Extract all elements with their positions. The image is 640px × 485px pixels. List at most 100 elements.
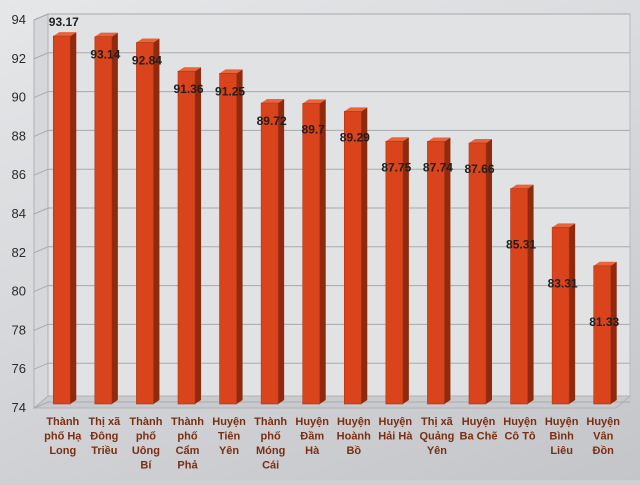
- x-tick-label: Cái: [262, 460, 279, 472]
- x-tick-label: phố: [177, 431, 197, 443]
- data-label: 91.36: [173, 82, 203, 96]
- x-tick-label: Quảng: [420, 431, 455, 443]
- data-label: 91.25: [215, 84, 245, 98]
- bar-top: [552, 223, 576, 228]
- x-tick-label: Huyện: [586, 416, 620, 428]
- bar-top: [53, 32, 77, 37]
- bar: [260, 102, 279, 405]
- bar-side: [444, 137, 451, 404]
- bar-top: [94, 32, 118, 37]
- data-label: 85.31: [506, 238, 536, 252]
- x-tick-label: Huyện: [545, 416, 579, 428]
- data-label: 83.31: [548, 276, 578, 290]
- data-label: 93.14: [90, 48, 120, 62]
- x-tick-label: Ba Chẽ: [460, 431, 498, 443]
- x-tick-label: Uông: [132, 445, 160, 457]
- x-tick-label: Huyện: [462, 416, 496, 428]
- x-tick-label: Huyện: [295, 416, 329, 428]
- x-tick-label: Thị xã: [421, 416, 454, 428]
- bar-side: [195, 67, 201, 404]
- x-tick-label: Đông: [90, 431, 118, 443]
- bar-top: [136, 38, 160, 43]
- data-label: 87.75: [381, 160, 411, 174]
- data-label: 89.29: [340, 130, 370, 144]
- y-tick-label: 86: [12, 167, 26, 182]
- bar: [510, 188, 528, 405]
- data-label: 89.72: [257, 114, 287, 128]
- y-tick-label: 80: [12, 284, 26, 299]
- x-tick-label: Thành: [46, 416, 79, 428]
- grid-line: [33, 13, 630, 21]
- x-tick-label: Vân: [593, 431, 613, 443]
- x-tick-label: Đầm: [300, 431, 324, 443]
- x-tick-label: Bí: [140, 460, 152, 472]
- x-tick-label: Yên: [427, 445, 447, 457]
- grid-line: [33, 129, 630, 137]
- y-tick-label: 92: [12, 51, 26, 66]
- y-tick-label: 94: [12, 12, 26, 27]
- bar: [551, 227, 570, 405]
- bar-side: [486, 138, 492, 404]
- x-tick-label: Yên: [219, 445, 239, 457]
- y-tick-label: 76: [12, 361, 26, 376]
- x-tick-label: Bồ: [346, 445, 361, 457]
- x-tick-label: Thành: [171, 416, 204, 428]
- y-tick-label: 84: [12, 206, 26, 221]
- bar: [343, 111, 362, 405]
- data-label: 93.17: [49, 15, 79, 29]
- bar: [136, 42, 154, 405]
- bar-side: [569, 223, 576, 404]
- x-tick-label: Móng: [256, 445, 285, 457]
- bar-top: [385, 137, 409, 142]
- grid-line: [33, 52, 630, 60]
- data-label: 89.7: [302, 122, 326, 136]
- x-tick-label: Bình: [549, 431, 574, 443]
- x-tick-label: Triều: [91, 445, 117, 457]
- x-tick-label: Thị xã: [88, 416, 121, 428]
- bar-side: [236, 69, 243, 404]
- x-tick-label: Hoành: [337, 431, 372, 443]
- bar-side: [527, 184, 534, 404]
- bar-side: [153, 38, 160, 405]
- x-tick-label: Huyện: [212, 416, 246, 428]
- y-tick-label: 88: [12, 128, 26, 143]
- y-tick-label: 74: [12, 400, 26, 415]
- plot-back-wall: [47, 13, 631, 397]
- x-tick-label: phố Hạ: [44, 431, 82, 443]
- bar-side: [319, 99, 326, 405]
- bar-top: [261, 99, 285, 104]
- bar-side: [70, 32, 77, 405]
- bar-side: [111, 32, 118, 405]
- data-label: 92.84: [132, 54, 162, 68]
- bar-side: [402, 137, 409, 404]
- bar-top: [178, 67, 201, 72]
- bar: [302, 103, 321, 405]
- bar: [593, 265, 612, 405]
- data-label: 81.33: [589, 315, 619, 329]
- x-tick-label: Cô Tô: [504, 431, 535, 443]
- bar: [94, 36, 113, 405]
- bar: [427, 141, 445, 405]
- data-label: 87.66: [464, 162, 494, 176]
- x-tick-label: Huyện: [503, 416, 537, 428]
- x-tick-label: Tiên: [218, 431, 241, 443]
- x-tick-label: Cẩm: [176, 445, 200, 457]
- bar-side: [361, 107, 368, 405]
- bar-top: [427, 137, 451, 142]
- bar-top: [469, 138, 492, 143]
- x-tick-label: Phả: [177, 460, 198, 472]
- x-tick-label: Đồn: [593, 445, 615, 457]
- bar-top: [344, 107, 368, 112]
- x-tick-label: Hải Hà: [378, 431, 413, 443]
- bar: [52, 35, 71, 405]
- x-tick-label: phố: [136, 431, 156, 443]
- grid-line: [33, 91, 630, 99]
- bar-top: [302, 99, 326, 104]
- y-tick-label: 78: [12, 322, 26, 337]
- x-tick-label: Huyện: [379, 416, 413, 428]
- bar-top: [219, 69, 243, 74]
- x-tick-label: Huyện: [337, 416, 371, 428]
- y-tick-label: 90: [12, 90, 26, 105]
